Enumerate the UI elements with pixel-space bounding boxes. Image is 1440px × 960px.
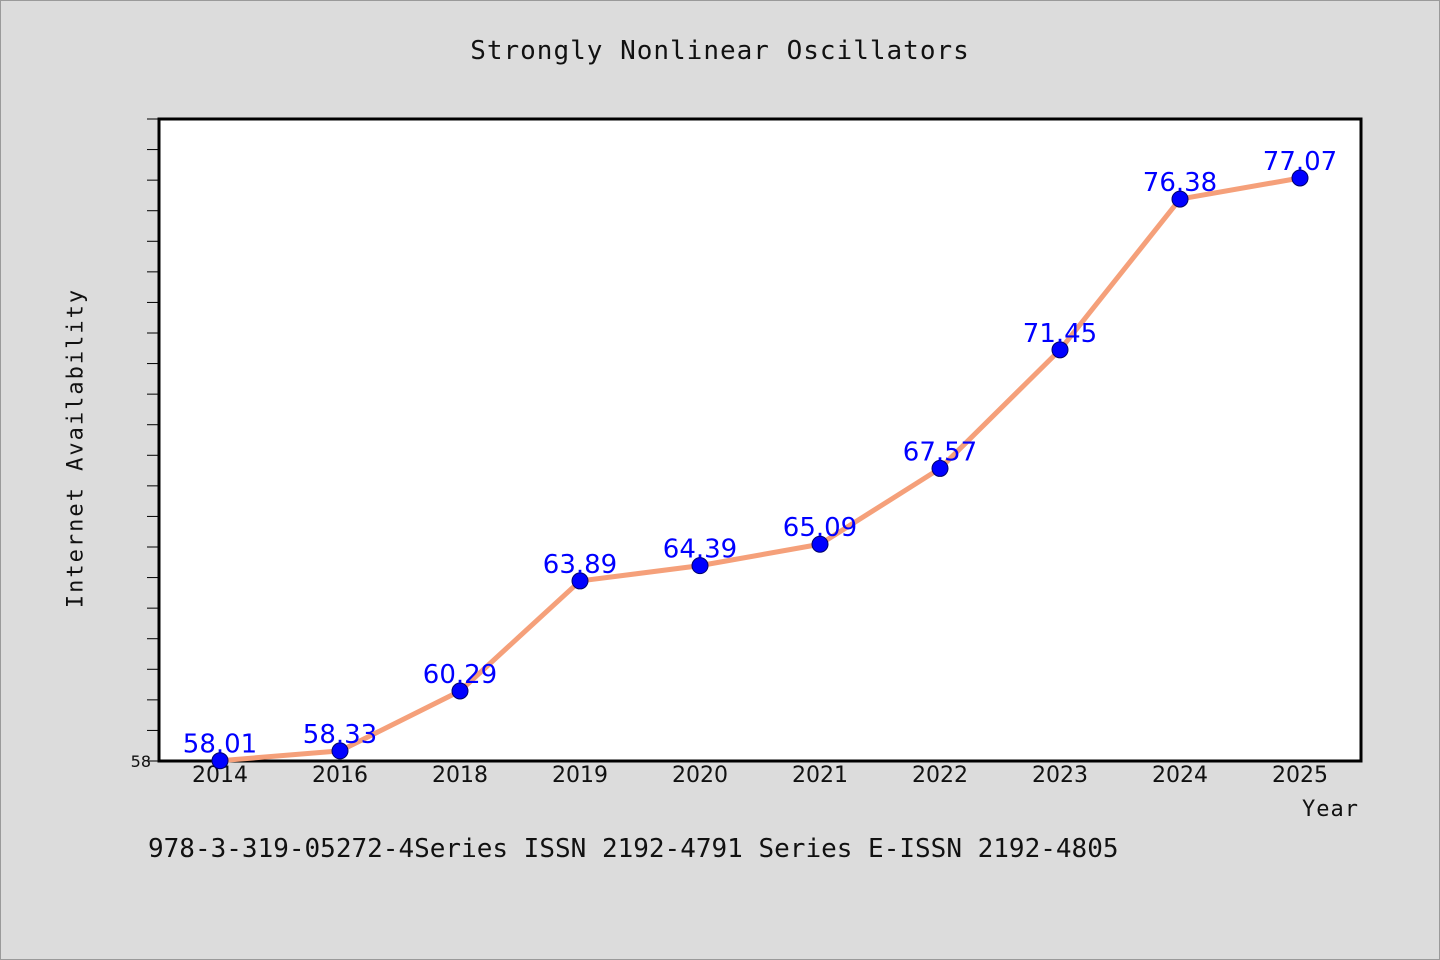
data-label: 71.45: [1023, 319, 1097, 349]
y-ticks: 58: [131, 118, 159, 771]
series-line: [217, 175, 1303, 764]
data-point: [811, 535, 829, 553]
data-label: 58.33: [303, 720, 377, 750]
x-tick-label: 2024: [1152, 763, 1208, 788]
x-tick-label: 2020: [672, 763, 728, 788]
x-tick-label: 2021: [792, 763, 848, 788]
footer-text: 978-3-319-05272-4Series ISSN 2192-4791 S…: [148, 834, 1119, 864]
data-label: 63.89: [543, 550, 617, 580]
chart-title: Strongly Nonlinear Oscillators: [470, 36, 970, 66]
x-tick-label: 2018: [432, 763, 488, 788]
data-point: [571, 572, 589, 590]
data-label: 76.38: [1143, 168, 1217, 198]
data-label: 67.57: [903, 437, 977, 467]
data-point: [331, 742, 349, 760]
x-axis-label: Year: [1302, 797, 1359, 822]
data-point: [1051, 341, 1069, 359]
data-markers: [211, 169, 1309, 770]
x-ticks: 2014 2016 2018 2019 2020 2021 2022 2023 2024 2025: [192, 763, 1328, 788]
data-label: 65.09: [783, 513, 857, 543]
data-point: [691, 557, 709, 575]
data-label: 58.01: [183, 730, 257, 760]
data-point: [931, 459, 949, 477]
x-tick-label: 2019: [552, 763, 608, 788]
data-point: [211, 752, 229, 770]
x-tick-label: 2025: [1272, 763, 1328, 788]
data-label: 77.07: [1263, 147, 1337, 177]
data-point: [451, 682, 469, 700]
data-point: [1291, 169, 1309, 187]
data-labels: 58.01 58.33 60.29 63.89 64.39 65.09 67.57 71.45…: [183, 147, 1337, 760]
x-tick-label: 2016: [312, 763, 368, 788]
x-tick-label: 2023: [1032, 763, 1088, 788]
data-label: 60.29: [423, 660, 497, 690]
data-point: [1171, 190, 1189, 208]
plot-area: [157, 117, 1363, 763]
data-label: 64.39: [663, 535, 737, 565]
x-tick-label: 2022: [912, 763, 968, 788]
y-tick-label: 58: [131, 752, 151, 771]
